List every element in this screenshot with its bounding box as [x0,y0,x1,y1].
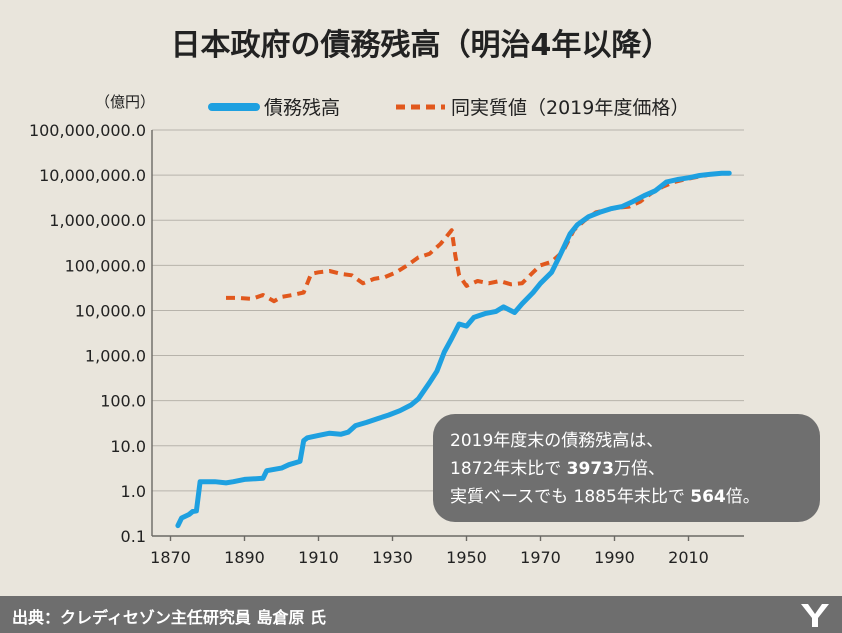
annotation-line-2-pre: 1872年末比で [450,459,567,479]
y-tick-label: 0.1 [121,527,146,546]
annotation-line-3: 実質ベースでも 1885年末比で 564倍。 [450,487,760,507]
x-tick-label: 1970 [520,548,561,567]
series-line-debt [175,170,732,529]
legend: 債務残高 同実質値（2019年度価格） [208,97,689,119]
chart: 日本政府の債務残高（明治4年以降） （億円） 債務残高 同実質値（2019年度価… [29,28,820,567]
annotation-box: 2019年度末の債務残高は、 1872年末比で 3973万倍、 実質ベースでも … [433,414,820,522]
y-tick-label: 100,000,000.0 [29,121,146,140]
annotation-line-2: 1872年末比で 3973万倍、 [450,459,665,479]
x-tick-label: 2010 [668,548,709,567]
y-tick-label: 1.0 [121,482,146,501]
y-tick-label: 10,000.0 [75,301,146,320]
x-tick-label: 1950 [446,548,487,567]
y-tick-label: 100,000.0 [65,256,146,275]
annotation-line-2-strong: 3973 [567,459,614,479]
annotation-line-1: 2019年度末の債務残高は、 [450,431,663,451]
x-tick-label: 1890 [224,548,265,567]
source-credit: 出典：クレディセゾン主任研究員 島倉原 氏 [12,608,327,627]
annotation-line-3-strong: 564 [690,487,726,507]
x-tick-label: 1990 [594,548,635,567]
x-tick-label: 1930 [372,548,413,567]
annotation-line-3-post: 倍。 [726,487,760,507]
y-axis-unit-label: （億円） [95,93,155,111]
brand-logo-icon [801,604,829,627]
series-line-real-debt [226,171,730,304]
y-tick-label: 10.0 [110,437,146,456]
annotation-line-2-post: 万倍、 [614,459,665,479]
legend-label-real-debt: 同実質値（2019年度価格） [451,97,689,119]
series-lines [175,170,732,529]
x-tick-label: 1870 [150,548,191,567]
footer-bar: 出典：クレディセゾン主任研究員 島倉原 氏 [0,596,842,633]
x-axis-ticks: 1870 1890 1910 1930 1950 1970 1990 2010 [150,536,709,567]
y-tick-label: 10,000,000.0 [39,166,146,185]
y-tick-label: 1,000.0 [85,347,146,366]
y-axis-ticks: 100,000,000.0 10,000,000.0 1,000,000.0 100,… [29,121,146,546]
legend-label-debt: 債務残高 [264,97,340,119]
chart-title: 日本政府の債務残高（明治4年以降） [171,28,672,63]
annotation-line-3-pre: 実質ベースでも 1885年末比で [450,487,690,507]
annotation-background [433,414,820,522]
y-tick-label: 1,000,000.0 [49,211,146,230]
y-tick-label: 100.0 [100,392,146,411]
x-tick-label: 1910 [298,548,339,567]
